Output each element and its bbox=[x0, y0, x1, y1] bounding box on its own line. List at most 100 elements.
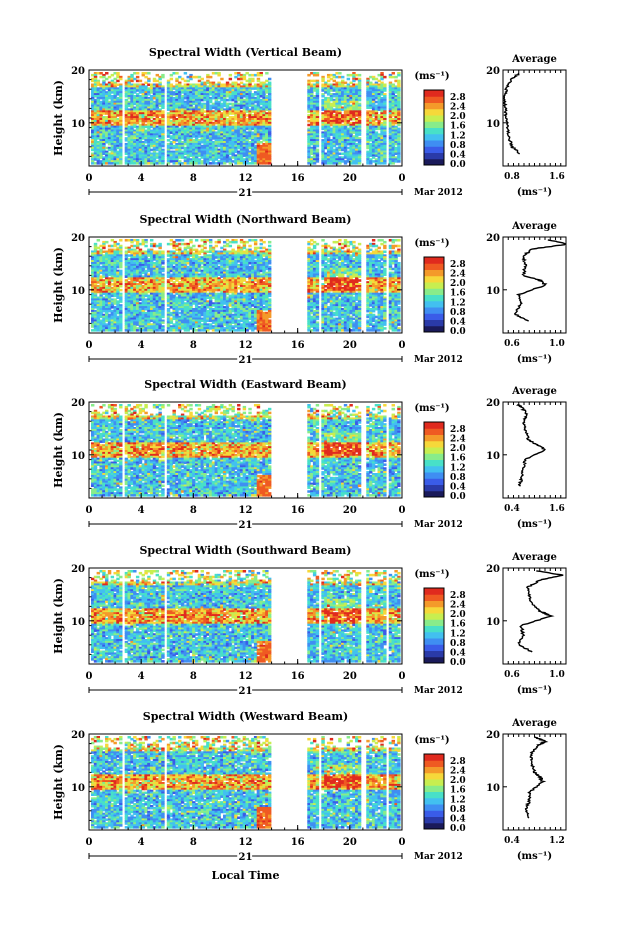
heatmap-cell bbox=[394, 116, 398, 119]
heatmap-cell bbox=[116, 75, 120, 79]
heatmap-cell bbox=[197, 127, 202, 131]
heatmap-cell bbox=[113, 269, 117, 273]
heatmap-cell bbox=[245, 98, 249, 102]
heatmap-cell bbox=[380, 114, 384, 117]
colorbar-tick-label: 1.2 bbox=[450, 131, 466, 141]
heatmap-cell bbox=[96, 306, 101, 309]
heatmap-cell bbox=[377, 127, 381, 131]
heatmap-cell bbox=[349, 100, 353, 104]
heatmap-cell bbox=[102, 323, 106, 326]
heatmap-cell bbox=[315, 108, 320, 111]
heatmap-cell bbox=[369, 123, 373, 127]
heatmap-cell bbox=[397, 158, 401, 161]
heatmap-cell bbox=[107, 321, 112, 324]
heatmap-cell bbox=[307, 127, 311, 131]
heatmap-cell bbox=[267, 93, 272, 96]
heatmap-cell bbox=[180, 133, 185, 136]
heatmap-cell bbox=[141, 119, 145, 123]
heatmap-cell bbox=[138, 108, 143, 111]
heatmap-cell bbox=[338, 162, 342, 165]
heatmap-cell bbox=[119, 116, 123, 119]
heatmap-cell bbox=[239, 137, 244, 140]
heatmap-cell bbox=[391, 139, 395, 142]
heatmap-cell bbox=[107, 317, 112, 321]
heatmap-cell bbox=[130, 152, 134, 156]
heatmap-cell bbox=[102, 271, 106, 275]
heatmap-cell bbox=[166, 131, 171, 134]
heatmap-cell bbox=[338, 98, 342, 102]
heatmap-cell bbox=[242, 150, 247, 154]
heatmap-cell bbox=[93, 112, 98, 115]
heatmap-cell bbox=[116, 98, 120, 102]
heatmap-cell bbox=[394, 87, 398, 90]
heatmap-cell bbox=[214, 100, 219, 104]
heatmap-cell bbox=[239, 77, 244, 81]
heatmap-cell bbox=[394, 110, 398, 113]
heatmap-cell bbox=[248, 112, 252, 115]
heatmap-cell bbox=[214, 156, 219, 159]
heatmap-cell bbox=[194, 89, 199, 92]
heatmap-cell bbox=[225, 160, 230, 163]
heatmap-cell bbox=[141, 144, 145, 148]
heatmap-cell bbox=[329, 73, 334, 77]
heatmap-cell bbox=[172, 152, 176, 156]
heatmap-cell bbox=[155, 144, 160, 148]
heatmap-cell bbox=[99, 148, 103, 152]
heatmap-cell bbox=[341, 135, 345, 138]
heatmap-cell bbox=[321, 135, 325, 138]
heatmap-cell bbox=[91, 252, 95, 255]
heatmap-cell bbox=[374, 137, 379, 140]
heatmap-cell bbox=[383, 127, 387, 131]
heatmap-cell bbox=[369, 118, 373, 121]
heatmap-cell bbox=[383, 96, 387, 100]
heatmap-cell bbox=[259, 129, 263, 133]
heatmap-cell bbox=[369, 133, 373, 136]
heatmap-cell bbox=[141, 135, 145, 138]
heatmap-cell bbox=[116, 83, 120, 87]
heatmap-cell bbox=[217, 154, 221, 157]
heatmap-cell bbox=[189, 95, 193, 98]
heatmap-cell bbox=[133, 98, 137, 102]
heatmap-cell bbox=[152, 125, 157, 129]
heatmap-cell bbox=[91, 146, 95, 150]
heatmap-cell bbox=[310, 83, 314, 87]
heatmap-cell bbox=[175, 131, 179, 134]
heatmap-cell bbox=[383, 95, 387, 98]
heatmap-cell bbox=[110, 144, 115, 148]
heatmap-cell bbox=[211, 112, 216, 115]
heatmap-cell bbox=[113, 129, 117, 133]
heatmap-cell bbox=[324, 156, 328, 159]
heatmap-cell bbox=[152, 104, 157, 108]
heatmap-cell bbox=[357, 125, 362, 129]
heatmap-cell bbox=[206, 127, 210, 131]
heatmap-cell bbox=[116, 139, 120, 142]
heatmap-cell bbox=[253, 112, 258, 115]
heatmap-cell bbox=[147, 127, 151, 131]
heatmap-cell bbox=[312, 121, 317, 125]
heatmap-cell bbox=[324, 135, 328, 138]
heatmap-cell bbox=[251, 152, 255, 156]
heatmap-cell bbox=[352, 121, 356, 125]
heatmap-cell bbox=[135, 112, 140, 115]
heatmap-cell bbox=[220, 139, 224, 142]
heatmap-cell bbox=[91, 98, 95, 102]
heatmap-cell bbox=[189, 133, 193, 136]
heatmap-cell bbox=[107, 286, 112, 290]
heatmap-cell bbox=[307, 83, 311, 87]
heatmap-cell bbox=[329, 150, 334, 154]
heatmap-cell bbox=[346, 139, 351, 142]
heatmap-cell bbox=[237, 129, 241, 133]
heatmap-cell bbox=[119, 127, 123, 131]
heatmap-cell bbox=[107, 306, 112, 309]
heatmap-cell bbox=[256, 100, 261, 104]
heatmap-cell bbox=[211, 129, 216, 133]
heatmap-cell bbox=[189, 137, 193, 140]
heatmap-cell bbox=[256, 98, 261, 102]
heatmap-cell bbox=[206, 160, 210, 163]
heatmap-cell bbox=[267, 142, 272, 146]
heatmap-cell bbox=[251, 98, 255, 102]
heatmap-cell bbox=[141, 129, 145, 133]
heatmap-cell bbox=[133, 114, 137, 117]
heatmap-cell bbox=[357, 127, 362, 131]
